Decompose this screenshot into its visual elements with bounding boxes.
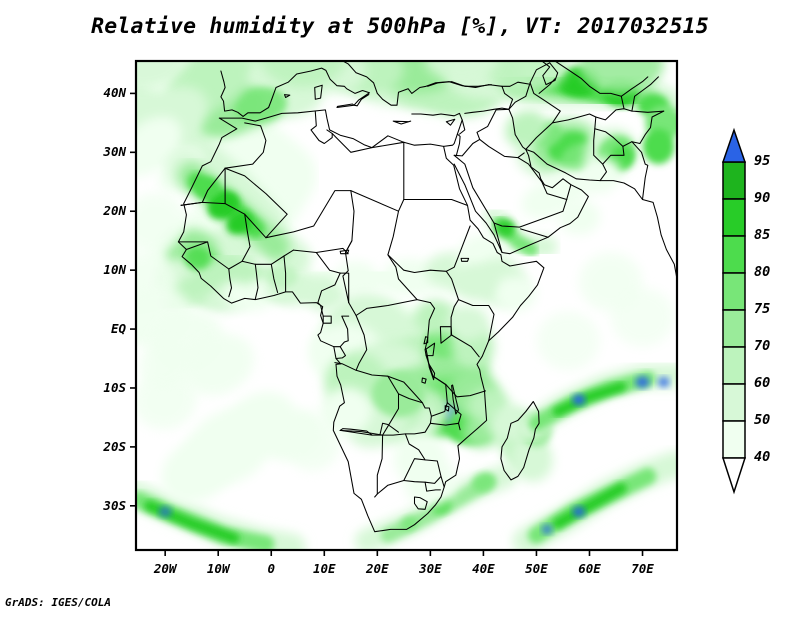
colorbar-tick-label: 60: [754, 375, 771, 391]
y-tick-label: 20N: [103, 203, 126, 219]
y-tick-label: 10N: [103, 262, 126, 278]
y-tick-label: EQ: [110, 321, 126, 337]
x-tick-label: 50E: [525, 561, 548, 576]
y-tick-label: 20S: [103, 438, 126, 454]
page-title: Relative humidity at 500hPa [%], VT: 201…: [91, 14, 709, 39]
colorbar-tick-label: 70: [754, 338, 771, 354]
colorbar-tick-label: 40: [754, 449, 771, 465]
colorbar-tick-label: 95: [754, 153, 771, 169]
x-tick-label: 10W: [206, 561, 230, 576]
x-tick-label: 70E: [631, 561, 654, 576]
x-tick-label: 10E: [312, 561, 336, 576]
x-tick-label: 0: [267, 561, 276, 576]
colorbar-tick-label: 80: [754, 264, 771, 280]
coastlines-and-borders: [177, 61, 677, 533]
colorbar-tick-label: 85: [754, 227, 771, 243]
x-tick-label: 30E: [419, 561, 442, 576]
credit-text: GrADS: IGES/COLA: [5, 596, 111, 609]
x-tick-label: 40E: [472, 561, 495, 576]
colorbar-tick-label: 50: [754, 412, 771, 428]
colorbar-graphic: [721, 127, 747, 495]
x-tick-label: 20E: [366, 561, 389, 576]
humidity-shading: [136, 61, 677, 550]
x-tick-label: 20W: [153, 561, 177, 576]
plot-frame: [130, 59, 679, 556]
y-tick-label: 40N: [103, 85, 126, 101]
colorbar-tick-label: 75: [754, 301, 771, 317]
colorbar-tick-label: 90: [754, 190, 771, 206]
y-tick-label: 30N: [103, 144, 126, 160]
y-tick-label: 10S: [103, 379, 126, 395]
x-tick-label: 60E: [578, 561, 601, 576]
y-tick-label: 30S: [103, 497, 126, 513]
